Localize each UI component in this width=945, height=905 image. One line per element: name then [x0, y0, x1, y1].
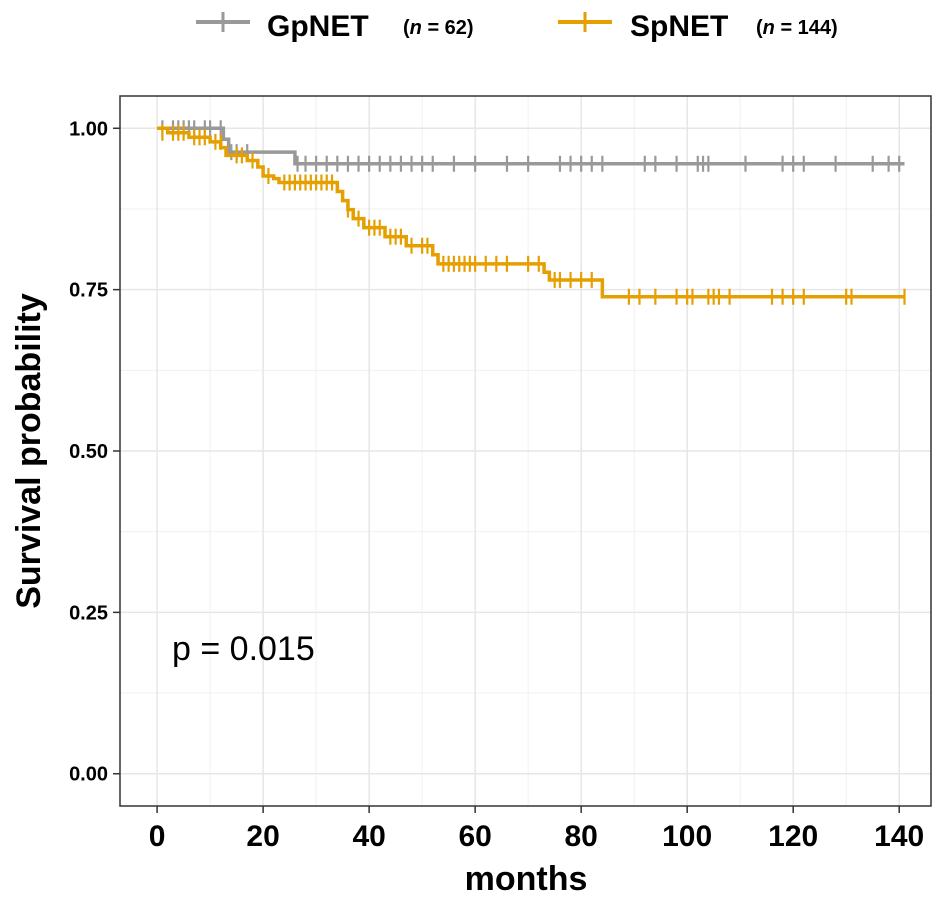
series-gpnet	[157, 120, 905, 172]
y-tick-label: 0.25	[69, 602, 108, 624]
x-axis-title: months	[465, 860, 588, 898]
legend-count-gpnet: (n = 62)	[403, 17, 474, 39]
series-spnet	[157, 124, 906, 305]
x-tick-label: 120	[768, 820, 818, 853]
y-axis: 0.00 0.25 0.50 0.75 1.00	[69, 118, 120, 786]
p-value-annotation: p = 0.015	[172, 630, 315, 668]
x-tick-label: 0	[149, 820, 166, 853]
x-tick-label: 60	[458, 820, 491, 853]
legend-count-spnet: (n = 144)	[756, 17, 838, 39]
y-tick-label: 0.00	[69, 764, 108, 786]
legend-label-gpnet: GpNET	[267, 10, 369, 43]
grid	[120, 96, 931, 806]
legend-item-spnet: SpNET (n = 144)	[558, 10, 838, 43]
y-axis-title: Survival probability	[10, 293, 48, 609]
x-tick-label: 100	[662, 820, 712, 853]
y-tick-label: 0.75	[69, 280, 108, 302]
series-layer	[157, 120, 906, 305]
legend-label-spnet: SpNET	[630, 10, 728, 43]
legend: GpNET (n = 62) SpNET (n = 144)	[196, 10, 838, 43]
y-tick-label: 0.50	[69, 441, 108, 463]
y-tick-label: 1.00	[69, 118, 108, 140]
x-tick-label: 40	[352, 820, 385, 853]
x-tick-label: 140	[874, 820, 924, 853]
survival-curve-gpnet	[157, 126, 905, 166]
x-tick-label: 20	[246, 820, 279, 853]
x-tick-label: 80	[564, 820, 597, 853]
x-axis: 0 20 40 60 80 100 120 140	[149, 806, 924, 853]
legend-item-gpnet: GpNET (n = 62)	[196, 10, 474, 43]
